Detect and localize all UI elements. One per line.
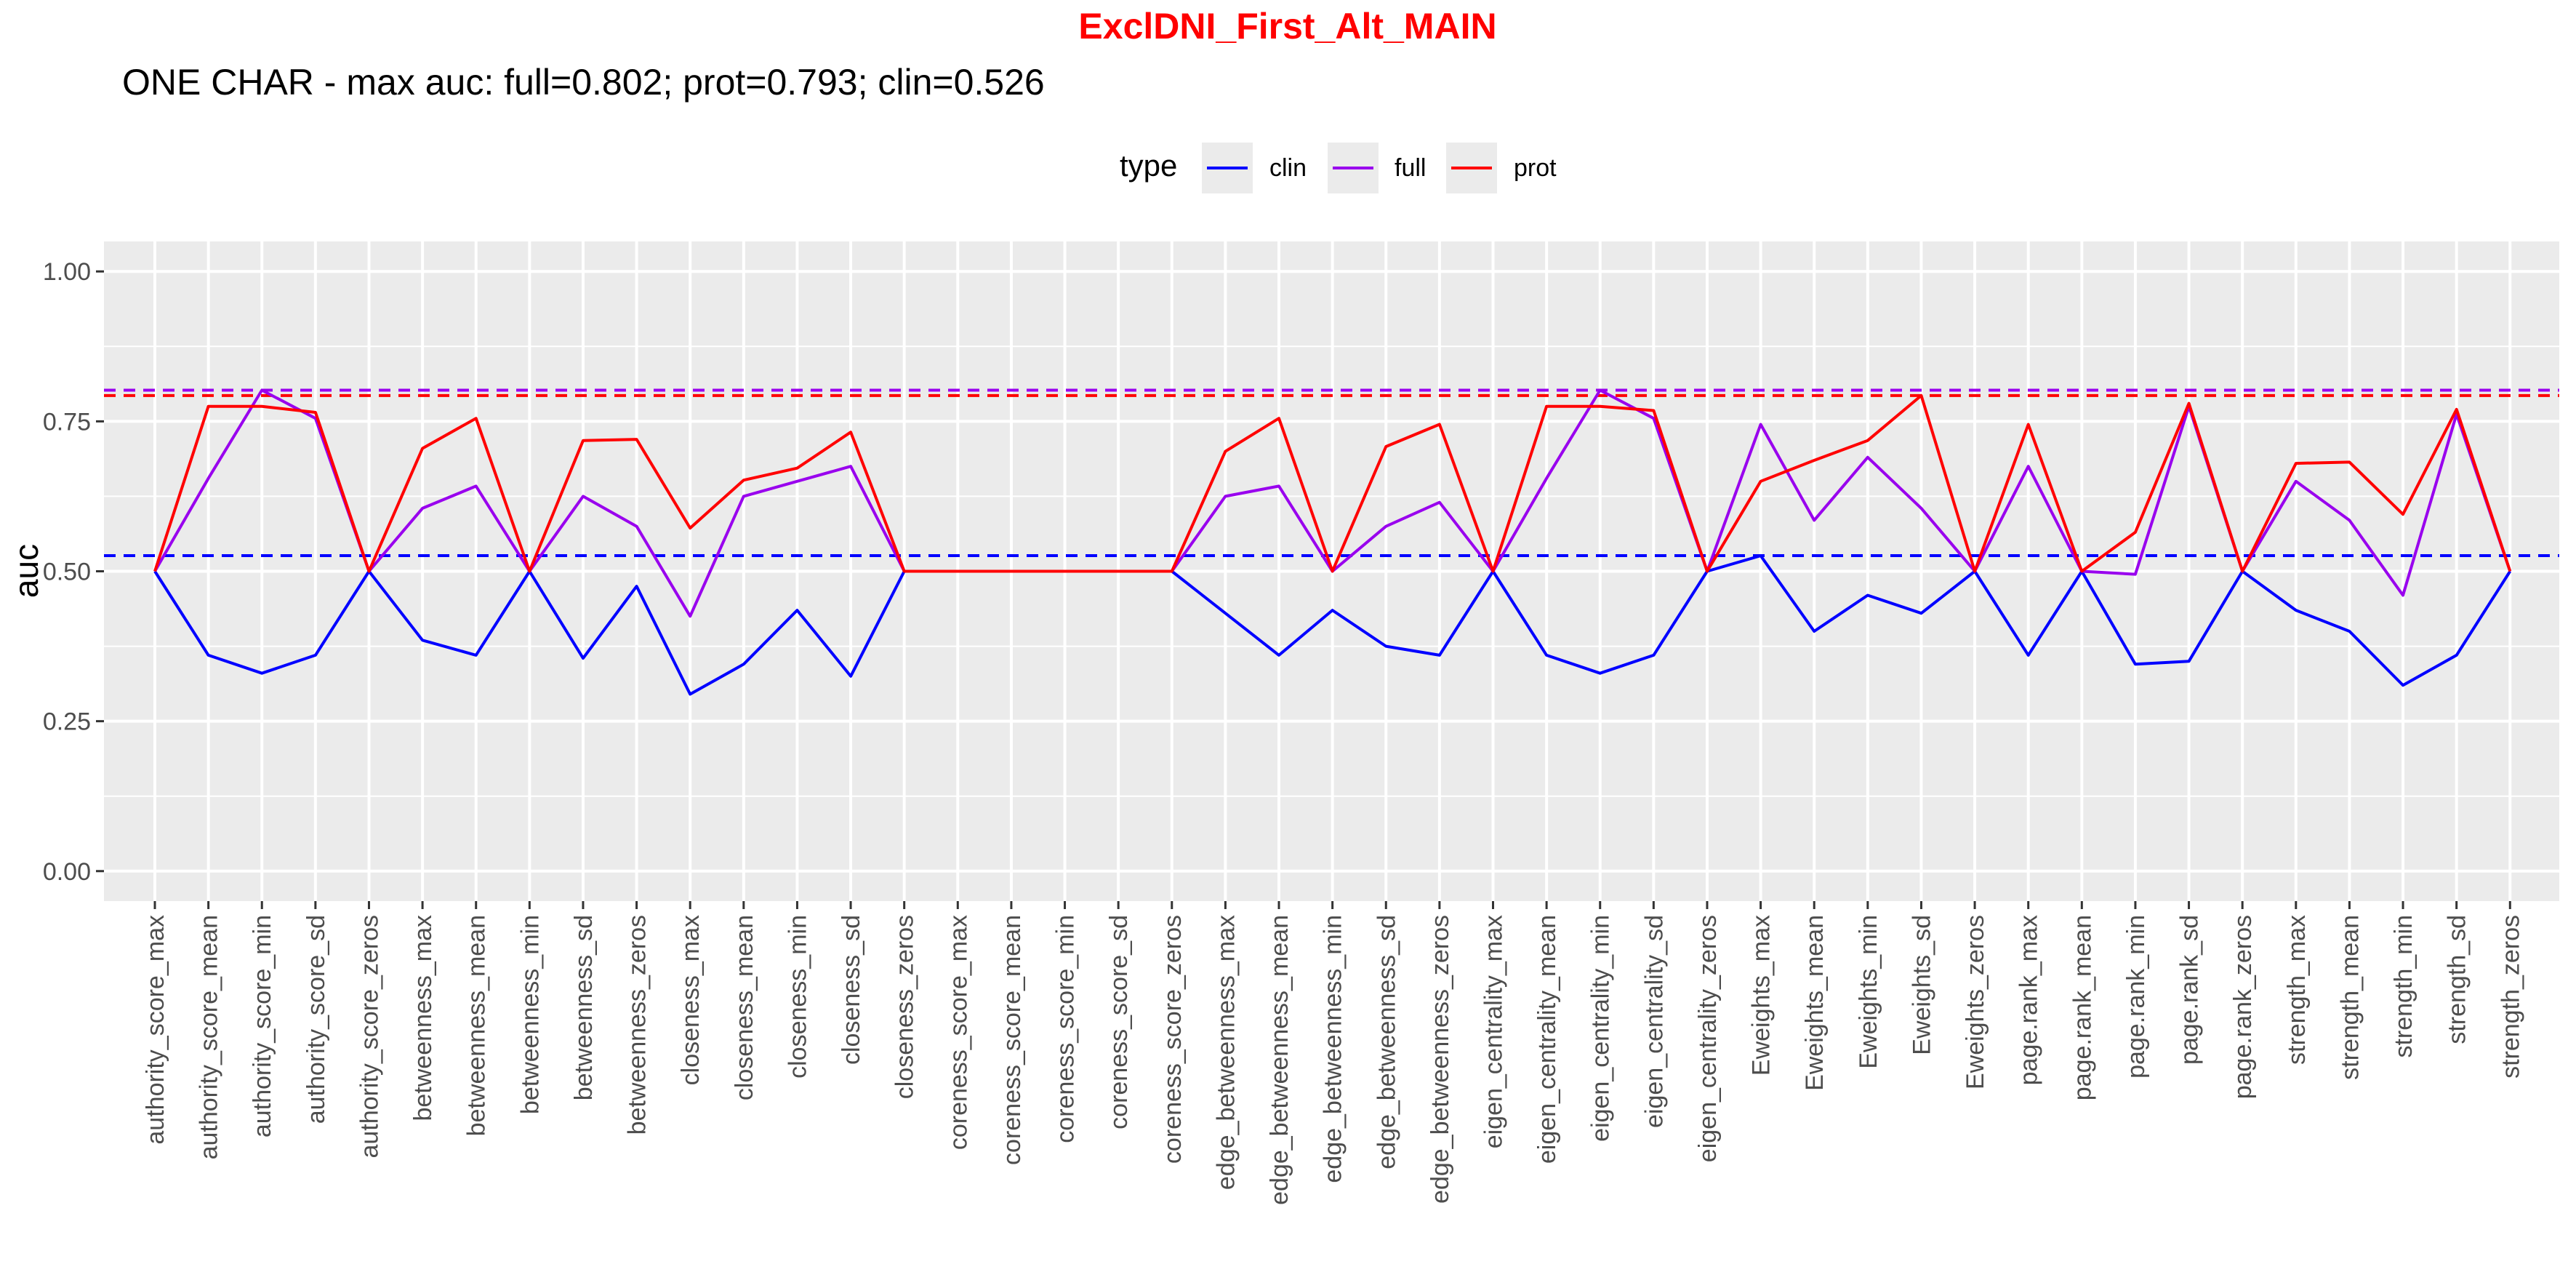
x-tick-label: page.rank_max [2015,915,2043,1085]
x-tick-label: coreness_score_sd [1105,915,1133,1129]
x-tick-label: page.rank_min [2122,915,2150,1079]
y-axis-title: auc [7,544,45,598]
x-tick-label: eigen_centrality_min [1587,915,1615,1142]
x-tick-label: eigen_centrality_sd [1640,915,1668,1128]
legend-label-clin: clin [1269,154,1307,182]
x-tick-label: coreness_score_max [944,915,972,1150]
legend-title: type [1120,148,1177,183]
x-tick-label: betweenness_max [409,915,437,1121]
chart-title: ExclDNI_First_Alt_MAIN [1078,6,1496,47]
chart-subtitle: ONE CHAR - max auc: full=0.802; prot=0.7… [122,62,1045,103]
x-axis: authority_score_max authority_score_mean a… [142,901,2524,1205]
x-tick-label: edge_betweenness_sd [1373,915,1400,1169]
series-line-clin [153,554,2511,696]
legend: type clin full prot [1120,143,1557,193]
y-tick-label: 1.00 [43,258,91,286]
x-tick-label: betweenness_zeros [624,915,651,1135]
x-tick-label: authority_score_zeros [356,915,383,1159]
x-tick-label: coreness_score_zeros [1159,915,1187,1164]
max-auc-reference-lines [104,388,2559,558]
x-tick-label: Eweights_sd [1908,915,1935,1055]
x-tick-label: authority_score_mean [196,915,223,1159]
y-tick-label: 0.50 [43,559,91,586]
x-tick-label: edge_betweenness_min [1320,915,1347,1183]
y-tick-label: 0.25 [43,708,91,736]
y-tick-label: 0.00 [43,858,91,886]
x-tick-label: closeness_max [677,915,705,1085]
x-tick-label: edge_betweenness_max [1212,915,1240,1190]
legend-label-prot: prot [1514,154,1557,182]
x-tick-label: strength_mean [2336,915,2364,1080]
x-tick-label: edge_betweenness_zeros [1427,915,1454,1204]
series-lines [153,388,2512,696]
x-tick-label: eigen_centrality_mean [1533,915,1561,1164]
x-tick-label: eigen_centrality_max [1480,915,1508,1148]
x-tick-label: closeness_mean [731,915,758,1100]
x-tick-label: page.rank_zeros [2229,915,2257,1099]
x-tick-label: strength_min [2390,915,2417,1058]
y-tick-label: 0.75 [43,408,91,436]
x-tick-label: page.rank_mean [2069,915,2096,1100]
x-tick-label: Eweights_max [1748,915,1775,1076]
y-axis: 0.00 0.25 0.50 0.75 1.00 [43,258,104,886]
x-tick-label: betweenness_mean [463,915,491,1136]
legend-label-full: full [1395,154,1426,182]
x-tick-label: Eweights_min [1855,915,1882,1069]
x-tick-label: closeness_zeros [891,915,919,1099]
x-tick-label: authority_score_sd [302,915,330,1124]
x-tick-label: Eweights_zeros [1962,915,1989,1089]
x-tick-label: strength_max [2283,915,2311,1065]
x-tick-label: betweenness_sd [570,915,598,1100]
x-tick-label: Eweights_mean [1801,915,1829,1091]
series-line-prot [153,393,2512,573]
x-tick-label: closeness_sd [838,915,865,1065]
x-tick-label: closeness_min [784,915,811,1079]
x-tick-label: betweenness_min [516,915,544,1114]
x-tick-label: strength_sd [2444,915,2471,1044]
x-tick-label: authority_score_min [249,915,276,1137]
x-tick-label: authority_score_max [142,915,169,1145]
x-tick-label: page.rank_sd [2176,915,2204,1065]
x-tick-label: strength_zeros [2497,915,2524,1079]
x-tick-label: eigen_centrality_zeros [1694,915,1722,1162]
x-tick-label: coreness_score_min [1052,915,1080,1143]
x-tick-label: edge_betweenness_mean [1266,915,1293,1205]
x-tick-label: coreness_score_mean [998,915,1026,1165]
